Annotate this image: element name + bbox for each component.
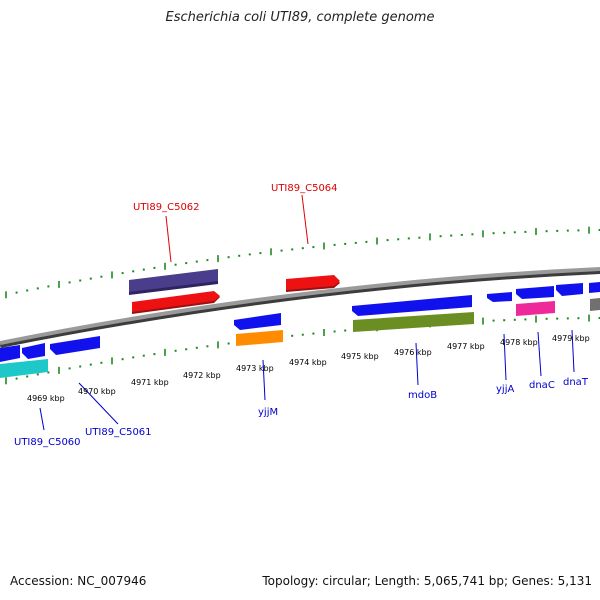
scale-label: 4974 kbp — [289, 358, 327, 367]
gene-blue-left-1[interactable] — [0, 345, 20, 362]
label-uti89-c5061[interactable]: UTI89_C5061 — [85, 427, 152, 438]
map-title: Escherichia coli UTI89, complete genome — [165, 10, 435, 25]
gene-uti89-c5062[interactable] — [132, 291, 220, 314]
gene-mdob-olive[interactable] — [353, 312, 474, 332]
label-dnac[interactable]: dnaC — [529, 380, 555, 391]
label-yjjm[interactable]: yjjM — [258, 407, 278, 418]
gene-labels: UTI89_C5062 UTI89_C5064 UTI89_C5060 UTI8… — [14, 183, 589, 448]
gene-uti89-c5062-purple[interactable] — [129, 269, 218, 295]
outer-tick-track — [5, 226, 600, 299]
gene-blue-left-2[interactable] — [22, 343, 45, 359]
leader-lines — [39, 194, 575, 431]
genome-summary-text: Topology: circular; Length: 5,065,741 bp… — [262, 574, 592, 588]
label-uti89-c5064[interactable]: UTI89_C5064 — [271, 183, 338, 194]
gene-blue-right-1[interactable] — [487, 292, 512, 302]
gene-blue-right-2[interactable] — [516, 286, 554, 299]
scale-label: 4976 kbp — [394, 348, 432, 357]
scale-label: 4969 kbp — [27, 394, 65, 403]
label-uti89-c5062[interactable]: UTI89_C5062 — [133, 202, 200, 213]
gene-gray-right[interactable] — [590, 298, 600, 311]
gene-blue-right-4[interactable] — [589, 282, 600, 293]
scale-label: 4970 kbp — [78, 387, 116, 396]
gene-blue-right-3[interactable] — [556, 283, 583, 296]
gene-yjjm-orange[interactable] — [236, 330, 283, 346]
scale-labels: 4969 kbp 4970 kbp 4971 kbp 4972 kbp 4973… — [27, 334, 590, 403]
gene-blue-long[interactable] — [352, 295, 472, 316]
gene-uti89-c5064[interactable] — [286, 275, 340, 292]
scale-label: 4972 kbp — [183, 371, 221, 380]
gene-blue-left-3[interactable] — [50, 336, 100, 355]
label-dnat[interactable]: dnaT — [563, 377, 589, 388]
scale-label: 4973 kbp — [236, 364, 274, 373]
scale-label: 4977 kbp — [447, 342, 485, 351]
gene-blue-mid[interactable] — [234, 313, 281, 330]
label-yjja[interactable]: yjjA — [496, 384, 514, 395]
scale-label: 4971 kbp — [131, 378, 169, 387]
gene-cyan[interactable] — [0, 359, 48, 378]
gene-magenta[interactable] — [516, 301, 555, 316]
accession-text: Accession: NC_007946 — [10, 574, 147, 588]
scale-label: 4979 kbp — [552, 334, 590, 343]
scale-label: 4975 kbp — [341, 352, 379, 361]
label-uti89-c5060[interactable]: UTI89_C5060 — [14, 437, 81, 448]
label-mdob[interactable]: mdoB — [408, 390, 437, 401]
backbone — [0, 267, 600, 345]
scale-label: 4978 kbp — [500, 338, 538, 347]
